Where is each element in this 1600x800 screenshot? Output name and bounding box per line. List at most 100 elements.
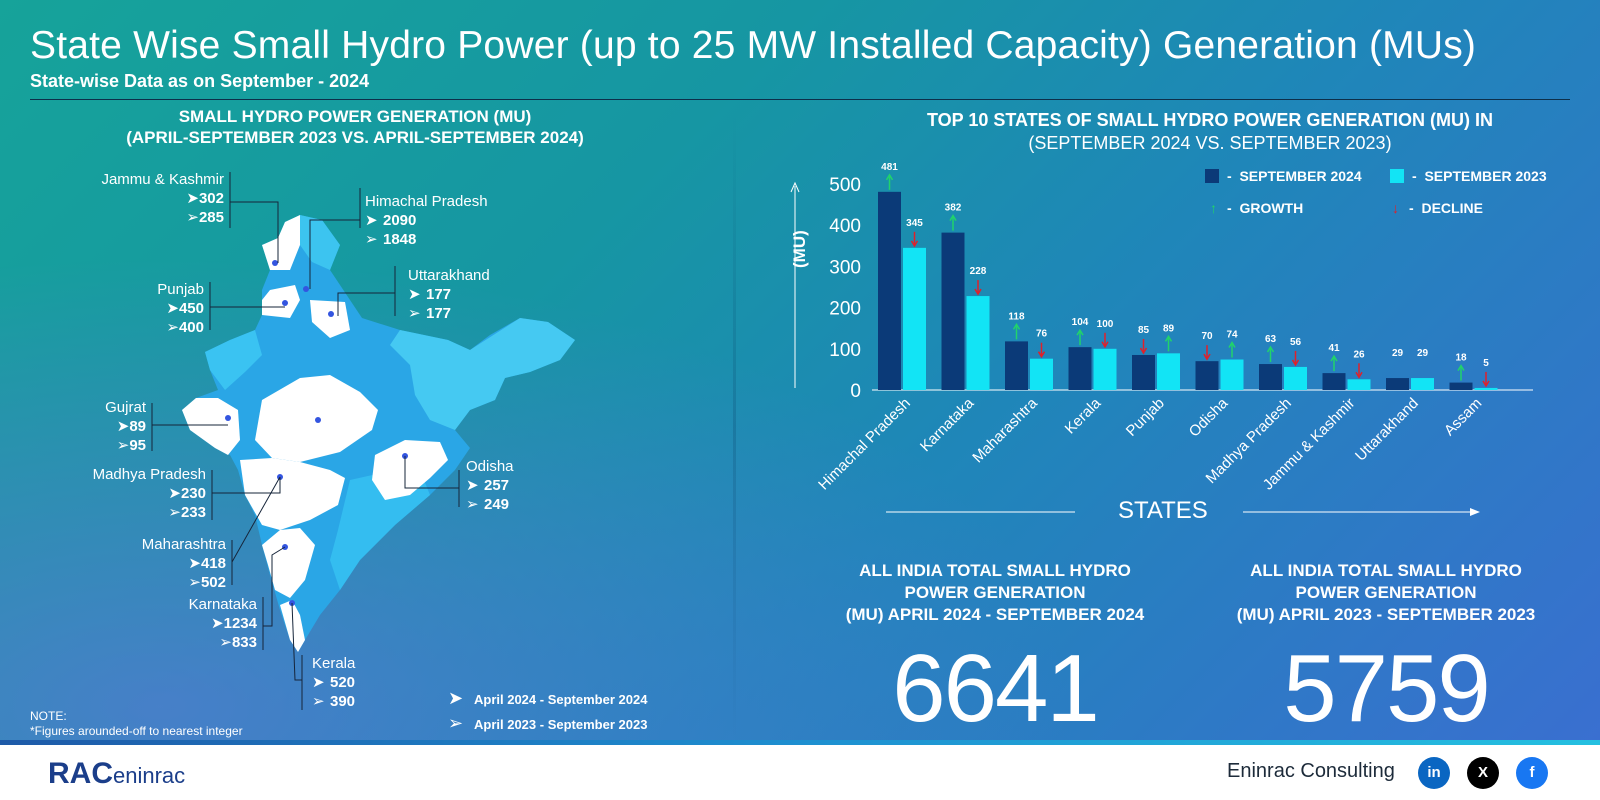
arrow-solid-icon: ➤ <box>408 286 421 303</box>
states-arrow-icon <box>1470 508 1480 516</box>
bar-sep2024 <box>941 232 965 390</box>
arrow-outline-icon: ➢ <box>312 693 325 710</box>
state-name: Madhya Pradesh <box>92 466 206 483</box>
total-heading-line: (MU) APRIL 2023 - SEPTEMBER 2023 <box>1236 605 1536 624</box>
legend-sep2024-label: SEPTEMBER 2024 <box>1239 168 1362 184</box>
bar-sep2024 <box>1259 364 1282 390</box>
decline-arrow-icon: ↓ <box>1392 200 1399 216</box>
legend-dash: - <box>1412 168 1417 184</box>
bar-sep2023 <box>966 296 990 390</box>
x-tick-label: Karnataka <box>917 394 978 455</box>
legend-sep2023-label: SEPTEMBER 2023 <box>1424 168 1547 184</box>
arrow-solid-icon: ➤ <box>466 477 479 494</box>
callout-jammu-kashmir: Jammu & Kashmir ➤302 ➢285 <box>84 170 224 227</box>
callout-karnataka: Karnataka ➤1234 ➢833 <box>160 595 257 652</box>
arrow-solid-icon: ➤ <box>312 674 325 691</box>
total-2024-value: 6641 <box>892 635 1100 742</box>
arrow-outline-icon: ➢ <box>116 437 130 454</box>
arrow-outline-icon: ➢ <box>466 496 479 513</box>
y-tick-label: 400 <box>829 216 861 237</box>
data-label-sep2024: 29 <box>1392 348 1404 359</box>
callout-maharashtra: Maharashtra ➤418 ➢502 <box>110 535 226 592</box>
decline-arrow-head-icon <box>1203 353 1211 361</box>
y-tick-label: 500 <box>829 175 861 196</box>
x-tick-label: Uttarakhand <box>1352 395 1422 465</box>
data-label-sep2024: 481 <box>881 162 898 173</box>
decline-arrow-head-icon <box>1139 347 1148 355</box>
state-name: Jammu & Kashmir <box>101 171 224 188</box>
decline-arrow-head-icon <box>1101 341 1109 349</box>
value-2023: 400 <box>178 319 204 336</box>
value-2024: 450 <box>178 300 204 317</box>
legend-dash: - <box>1227 200 1232 216</box>
data-label-sep2024: 70 <box>1201 331 1213 342</box>
total-heading-line: (MU) APRIL 2024 - SEPTEMBER 2024 <box>845 605 1145 624</box>
arrow-solid-icon: ➤ <box>116 418 130 435</box>
x-tick-label: Maharashtra <box>969 394 1041 466</box>
legend-dash: - <box>1409 200 1414 216</box>
value-2024: 1234 <box>223 615 257 632</box>
arrow-outline-icon: ➢ <box>186 209 199 226</box>
y-tick-label: 300 <box>829 257 861 278</box>
value-2024: 177 <box>426 286 452 303</box>
decline-arrow-head-icon <box>1355 371 1363 379</box>
value-2023: 1848 <box>383 231 417 248</box>
data-label-sep2023: 100 <box>1097 319 1114 330</box>
bar-sep2024 <box>1322 373 1346 390</box>
arrow-outline-icon: ➢ <box>408 305 421 322</box>
total-heading-line: POWER GENERATION <box>1295 583 1477 602</box>
bar-sep2023 <box>1411 378 1434 390</box>
legend-swatch-light <box>1390 169 1404 183</box>
map-heading-line1: SMALL HYDRO POWER GENERATION (MU) <box>178 107 532 126</box>
arrow-outline-icon: ➢ <box>219 634 232 651</box>
bar-sep2023 <box>1157 353 1180 390</box>
x-twitter-icon[interactable]: X <box>1467 757 1499 789</box>
y-tick-label: 100 <box>829 340 861 361</box>
arrow-outline-icon: ➢ <box>188 574 201 591</box>
state-name: Uttarakhand <box>408 267 490 284</box>
legend-decline-label: DECLINE <box>1421 200 1483 216</box>
chart-heading-line1: TOP 10 STATES OF SMALL HYDRO POWER GENER… <box>926 110 1494 130</box>
value-2023: 177 <box>426 305 452 322</box>
data-label-sep2024: 85 <box>1138 325 1150 336</box>
legend-swatch-dark <box>1205 169 1219 183</box>
value-2023: 233 <box>180 504 206 521</box>
decline-arrow-head-icon <box>1291 359 1300 367</box>
data-label-sep2024: 41 <box>1328 343 1340 354</box>
value-2023: 95 <box>129 437 146 454</box>
note-label: NOTE: <box>30 709 67 723</box>
note-text: *Figures arounded-off to nearest integer <box>30 724 243 738</box>
y-tick-label: 0 <box>850 381 861 402</box>
growth-arrow-head-icon <box>1457 364 1465 371</box>
bar-sep2023 <box>1093 348 1117 390</box>
legend-dash: - <box>1227 168 1232 184</box>
callout-uttarakhand: Uttarakhand ➤ 177 ➢ 177 <box>408 266 490 323</box>
india-map <box>151 172 575 710</box>
decline-arrow-head-icon <box>1482 380 1490 388</box>
decline-arrow-head-icon <box>974 288 982 296</box>
bar-sep2024 <box>1386 378 1409 390</box>
footer: RACeninrac Eninrac Consulting in X f <box>0 745 1600 800</box>
arrow-solid-icon: ➤ <box>211 615 224 632</box>
data-label-sep2023: 76 <box>1036 329 1048 340</box>
total-heading-line: POWER GENERATION <box>904 583 1086 602</box>
bar-sep2024 <box>1132 354 1155 390</box>
footnote: NOTE: *Figures arounded-off to nearest i… <box>30 709 243 739</box>
x-tick-label: Odisha <box>1186 394 1232 440</box>
linkedin-icon[interactable]: in <box>1418 757 1450 789</box>
x-tick-label: Punjab <box>1123 395 1168 440</box>
total-2023-value: 5759 <box>1283 635 1491 742</box>
y-axis-arrow-icon <box>790 181 800 193</box>
state-name: Karnataka <box>188 596 257 613</box>
legend-2024-label: April 2024 - September 2024 <box>474 692 648 707</box>
bar-sep2024 <box>1068 347 1092 390</box>
facebook-icon[interactable]: f <box>1516 757 1548 789</box>
value-2023: 390 <box>330 693 356 710</box>
bar-sep2024 <box>1449 382 1473 390</box>
value-2023: 285 <box>198 209 224 226</box>
data-label-sep2023: 228 <box>970 266 987 277</box>
state-name: Kerala <box>312 655 356 672</box>
arrow-outline-icon: ➢ <box>168 504 181 521</box>
callout-gujrat: Gujrat ➤89 ➢95 <box>60 398 146 455</box>
company-logo[interactable]: RACeninrac <box>48 757 185 791</box>
